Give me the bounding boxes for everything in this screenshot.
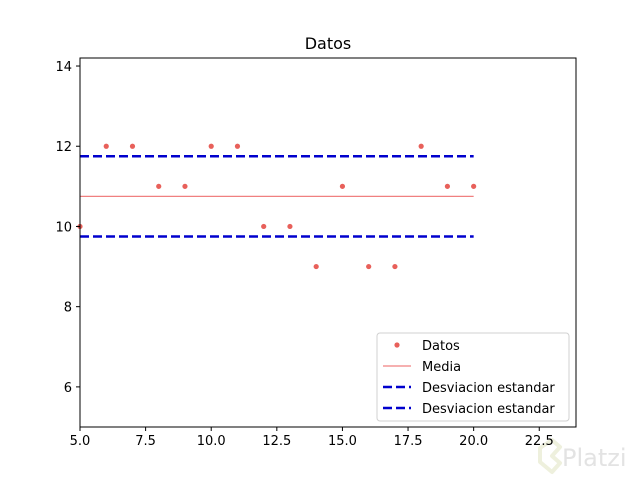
x-tick-label: 12.5: [262, 434, 291, 449]
axes-frame: [79, 57, 577, 428]
legend-label: Datos: [422, 339, 460, 354]
x-tick-label: 17.5: [394, 434, 423, 449]
data-point: [392, 263, 398, 270]
x-tick-label: 22.5: [525, 434, 554, 449]
data-point: [418, 143, 424, 149]
y-tick-label: 8: [64, 301, 72, 316]
legend-marker: [394, 342, 400, 348]
data-point: [287, 223, 293, 230]
legend-label: Media: [422, 360, 461, 375]
y-tick-label: 6: [64, 381, 72, 396]
chart-title: Datos: [305, 34, 352, 53]
x-tick-label: 20.0: [459, 434, 488, 449]
platzi-logo-icon: [538, 438, 562, 474]
data-point: [339, 183, 346, 189]
x-tick-label: 5.0: [70, 434, 91, 449]
data-point: [208, 143, 214, 149]
x-tick-label: 10.0: [197, 434, 226, 449]
y-tick-label: 12: [55, 140, 72, 155]
plot-area: 5.0 7.5 10.0 12.5 15.0 17.5 20.0 22.5 6 8 10 12 14: [55, 57, 577, 449]
legend-box: [376, 332, 570, 422]
data-point: [366, 263, 372, 270]
data-point: [471, 183, 477, 189]
data-point: [261, 223, 267, 230]
data-point: [313, 263, 319, 270]
legend-label: Desviacion estandar: [422, 402, 555, 417]
x-tick-label: 7.5: [135, 434, 156, 449]
legend: Datos Media Desviacion estandar Desviacion …: [376, 332, 570, 422]
data-point: [444, 183, 451, 189]
watermark-text: Platzi: [562, 444, 627, 472]
legend-label: Desviacion estandar: [422, 381, 555, 396]
data-point: [234, 143, 241, 149]
y-tick-label: 10: [55, 220, 72, 235]
y-tick-label: 14: [55, 60, 72, 75]
data-point: [129, 143, 136, 149]
data-point: [156, 183, 162, 189]
data-point: [103, 143, 109, 149]
x-tick-label: 15.0: [328, 434, 357, 449]
platzi-watermark: Platzi: [538, 438, 627, 474]
data-point: [182, 183, 188, 189]
